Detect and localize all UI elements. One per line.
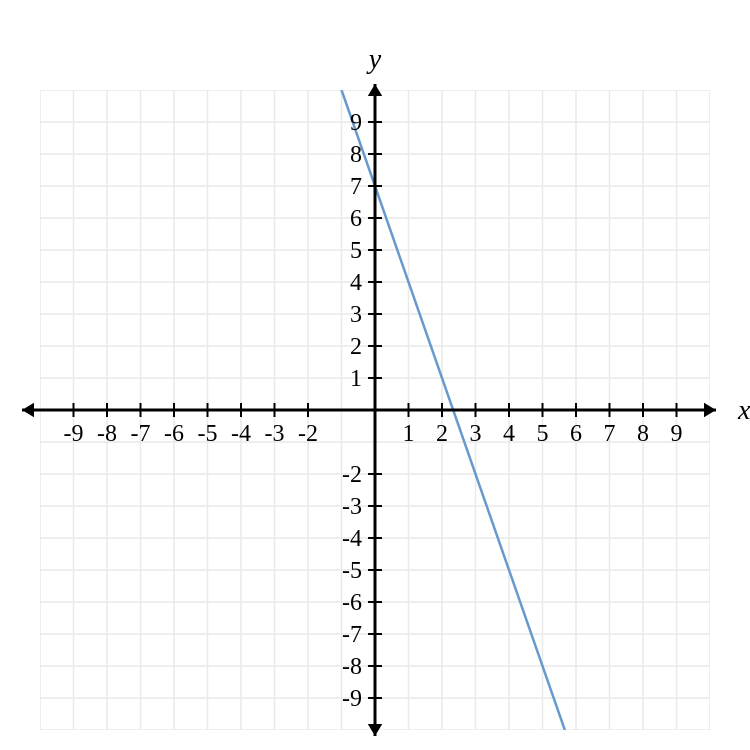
y-tick-label: -2 bbox=[342, 462, 362, 488]
y-tick-label: 5 bbox=[350, 238, 362, 264]
x-tick-label: -2 bbox=[298, 421, 318, 447]
y-tick-label: -3 bbox=[342, 494, 362, 520]
y-tick-label: -6 bbox=[342, 590, 362, 616]
x-axis-label: x bbox=[737, 395, 750, 426]
x-tick-label: 9 bbox=[671, 421, 683, 447]
x-tick-label: -5 bbox=[198, 421, 218, 447]
x-tick-label: -9 bbox=[64, 421, 84, 447]
y-tick-label: 6 bbox=[350, 206, 362, 232]
x-tick-label: 4 bbox=[503, 421, 515, 447]
x-tick-label: 6 bbox=[570, 421, 582, 447]
y-tick-label: 9 bbox=[350, 110, 362, 136]
y-tick-label: 1 bbox=[350, 366, 362, 392]
x-tick-label: -4 bbox=[231, 421, 251, 447]
x-tick-label: 2 bbox=[436, 421, 448, 447]
chart-canvas: -9-8-7-6-5-4-3-2123456789-9-8-7-6-5-4-3-… bbox=[0, 0, 750, 750]
y-tick-label: 4 bbox=[350, 270, 362, 296]
x-tick-label: -7 bbox=[131, 421, 151, 447]
x-tick-label: -8 bbox=[97, 421, 117, 447]
x-tick-label: 8 bbox=[637, 421, 649, 447]
y-tick-label: -7 bbox=[342, 622, 362, 648]
coordinate-plane-chart: -9-8-7-6-5-4-3-2123456789-9-8-7-6-5-4-3-… bbox=[0, 0, 750, 750]
y-tick-label: -5 bbox=[342, 558, 362, 584]
y-tick-label: -9 bbox=[342, 686, 362, 712]
x-tick-label: 3 bbox=[470, 421, 482, 447]
y-axis-label: y bbox=[366, 44, 382, 75]
y-tick-label: 3 bbox=[350, 302, 362, 328]
x-tick-label: -3 bbox=[265, 421, 285, 447]
x-tick-label: 7 bbox=[604, 421, 616, 447]
x-tick-label: 1 bbox=[403, 421, 415, 447]
y-tick-label: -8 bbox=[342, 654, 362, 680]
y-tick-label: 8 bbox=[350, 142, 362, 168]
x-tick-label: 5 bbox=[537, 421, 549, 447]
y-tick-label: 7 bbox=[350, 174, 362, 200]
y-tick-label: 2 bbox=[350, 334, 362, 360]
y-tick-label: -4 bbox=[342, 526, 362, 552]
x-tick-label: -6 bbox=[164, 421, 184, 447]
